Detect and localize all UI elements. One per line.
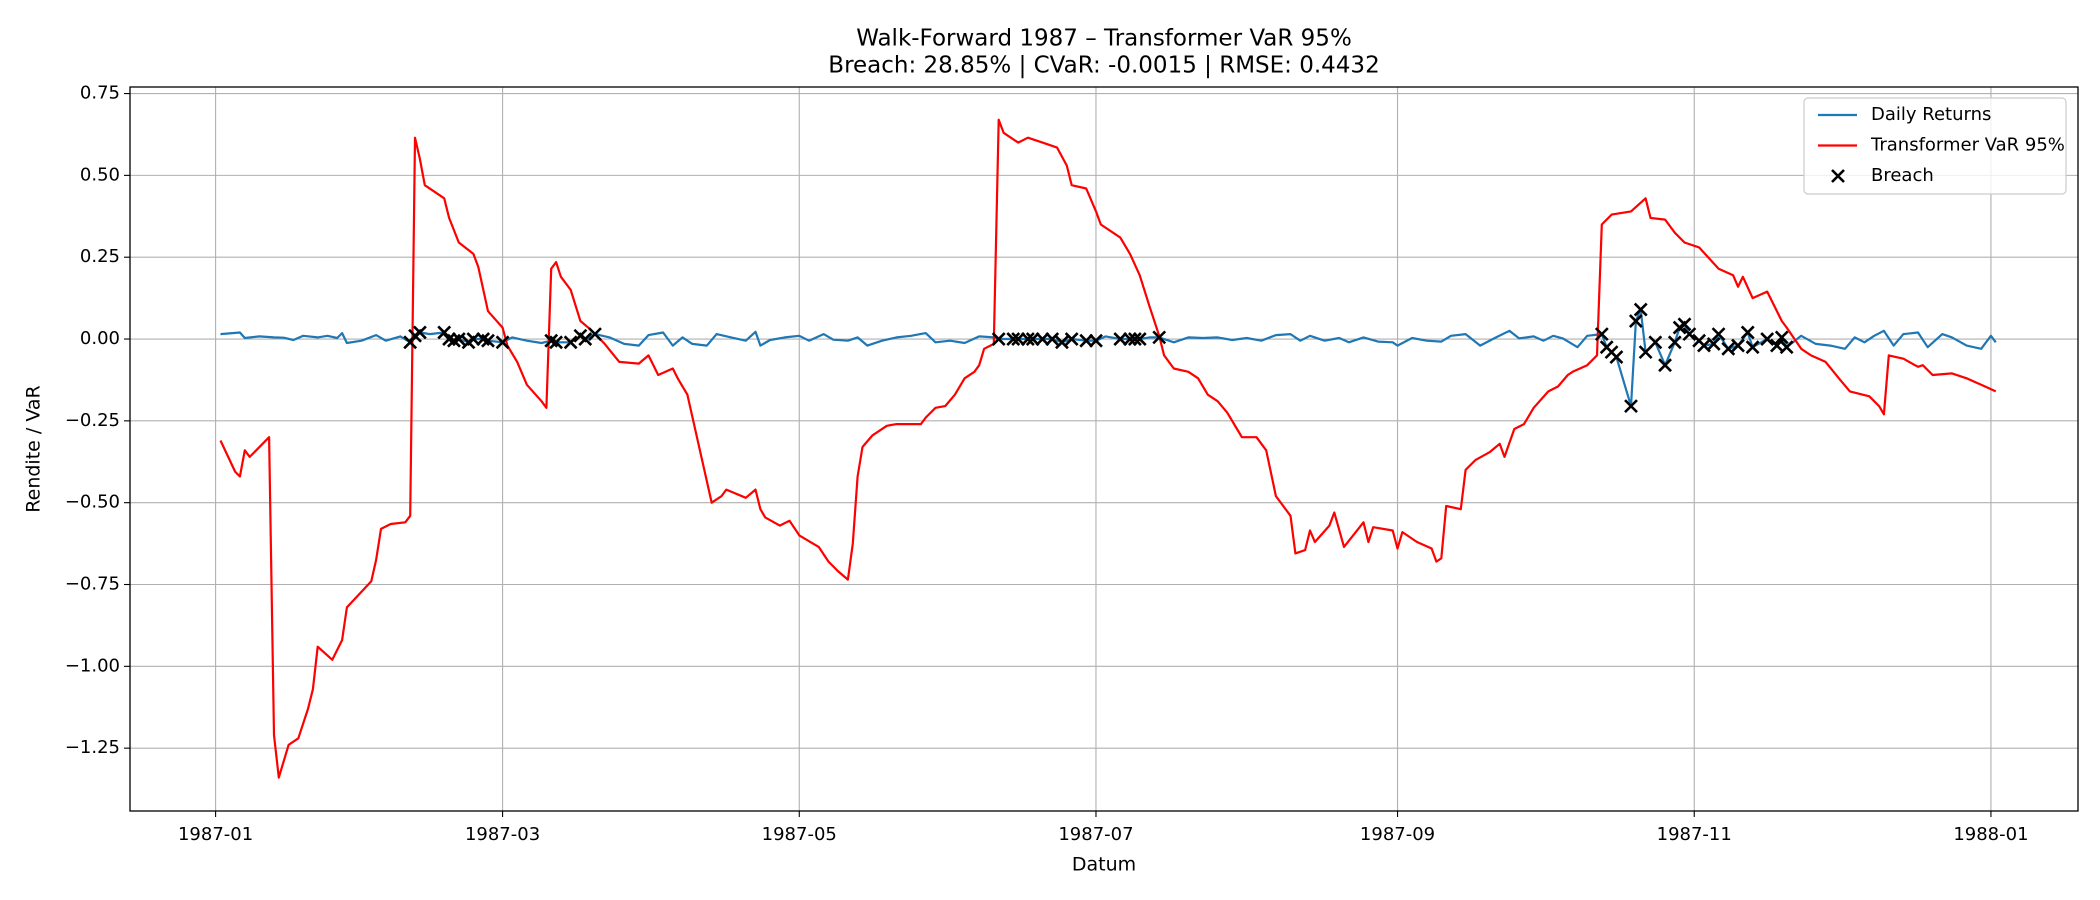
breach-marker xyxy=(451,332,466,346)
y-tick-label: 0.50 xyxy=(80,164,120,185)
breach-marker xyxy=(481,333,495,348)
legend-swatch xyxy=(1831,169,1845,183)
y-tick-label: −1.00 xyxy=(65,655,120,676)
breach-marker xyxy=(1706,337,1721,351)
chart-title: Walk-Forward 1987 – Transformer VaR 95% xyxy=(856,26,1352,52)
x-tick-label: 1988-01 xyxy=(1953,824,2028,845)
breach-marker xyxy=(1711,327,1726,342)
breach-marker xyxy=(1020,332,1035,346)
y-tick-label: −1.25 xyxy=(65,737,120,758)
breach-marker xyxy=(1658,358,1672,373)
breach-marker xyxy=(1055,335,1069,350)
y-tick-label: 0.00 xyxy=(80,328,120,349)
series-line xyxy=(220,308,1997,408)
x-tick-label: 1987-07 xyxy=(1058,824,1133,845)
legend-label: Breach xyxy=(1871,165,1934,186)
legend-label: Transformer VaR 95% xyxy=(1870,135,2065,156)
legend-label: Daily Returns xyxy=(1871,104,1991,125)
x-tick-label: 1987-05 xyxy=(762,824,837,845)
legend-box xyxy=(1803,97,2067,195)
breach-marker xyxy=(1609,350,1624,364)
breach-marker xyxy=(1774,330,1789,345)
breach-marker xyxy=(578,332,593,346)
breach-marker xyxy=(1045,332,1060,346)
breach-marker xyxy=(588,327,602,342)
breach-marker xyxy=(1152,330,1167,345)
breach-marker xyxy=(1648,335,1663,350)
breach-marker xyxy=(1745,340,1760,355)
breach-marker xyxy=(1594,327,1609,342)
breach-marker xyxy=(1633,302,1648,317)
breach-marker xyxy=(1779,340,1794,355)
breach-marker xyxy=(412,325,427,340)
y-tick-label: −0.25 xyxy=(65,410,120,431)
y-tick-label: −0.50 xyxy=(65,492,120,513)
breach-marker xyxy=(495,335,510,350)
breach-marker xyxy=(1006,332,1021,346)
breach-marker xyxy=(1682,327,1697,342)
chart-subtitle: Breach: 28.85% | CVaR: -0.0015 | RMSE: 0… xyxy=(828,53,1379,79)
breach-marker xyxy=(1731,338,1745,353)
plot-frame xyxy=(129,86,2079,812)
breach-marker xyxy=(1628,314,1643,328)
y-tick-label: 0.25 xyxy=(80,246,120,267)
x-tick-label: 1987-09 xyxy=(1360,824,1435,845)
breach-marker xyxy=(1760,332,1775,346)
breach-marker xyxy=(1127,332,1142,346)
y-tick-label: −0.75 xyxy=(65,574,120,595)
breach-marker xyxy=(1721,341,1736,356)
x-tick-label: 1987-11 xyxy=(1657,824,1732,845)
breach-marker xyxy=(991,332,1006,346)
breach-marker xyxy=(1677,317,1692,332)
breach-marker xyxy=(1064,332,1079,346)
breach-marker xyxy=(1740,325,1755,340)
x-tick-label: 1987-01 xyxy=(178,824,253,845)
x-axis-label: Datum xyxy=(1072,854,1136,876)
y-axis-label: Rendite / VaR xyxy=(23,385,45,512)
breach-marker xyxy=(1089,333,1103,348)
breach-marker xyxy=(1624,399,1638,414)
x-tick-label: 1987-03 xyxy=(465,824,540,845)
y-tick-label: 0.75 xyxy=(80,83,120,104)
breach-marker xyxy=(1667,335,1682,350)
series-line xyxy=(219,118,1997,779)
breach-marker xyxy=(563,335,578,350)
breach-marker xyxy=(549,335,563,350)
breach-marker xyxy=(1132,332,1147,346)
